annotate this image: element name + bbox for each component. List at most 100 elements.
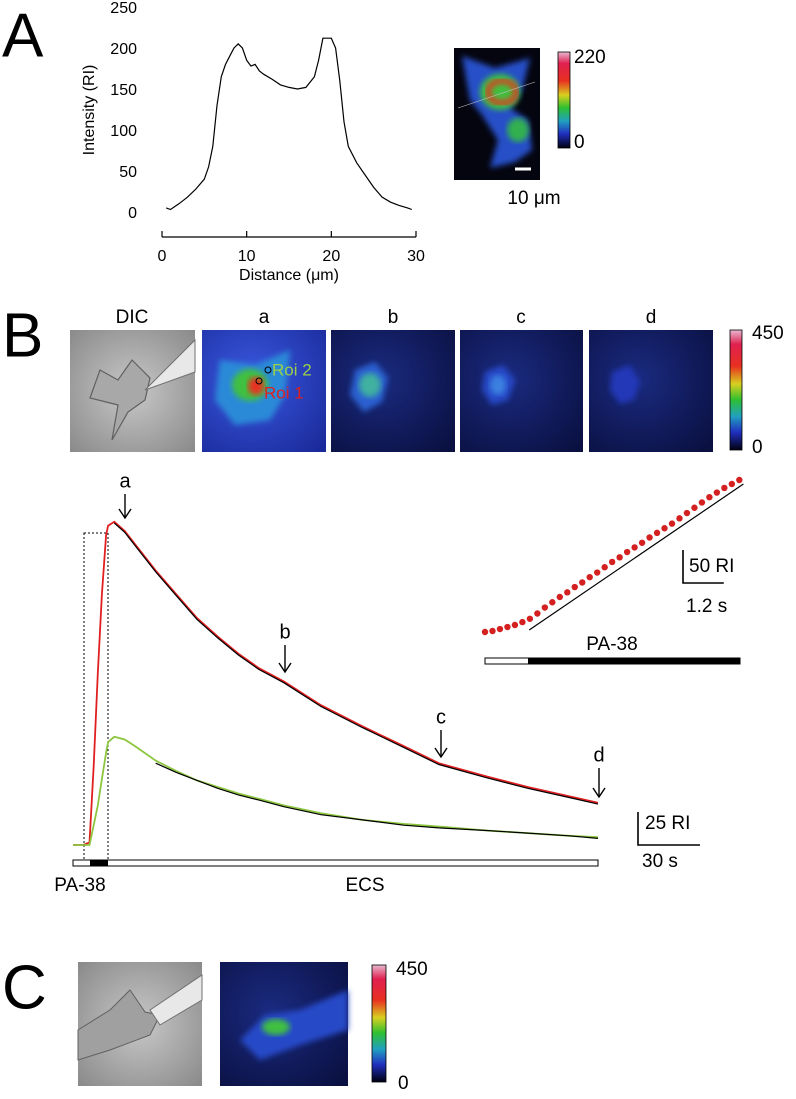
y-tick-label: 200 bbox=[110, 41, 137, 58]
image-label: DIC bbox=[116, 307, 149, 328]
data-point bbox=[646, 534, 653, 541]
data-point bbox=[713, 489, 721, 496]
fluorescence-image bbox=[589, 330, 713, 452]
data-point bbox=[691, 504, 698, 511]
colorbar-max: 450 bbox=[396, 959, 428, 980]
colorbar-min: 0 bbox=[752, 437, 763, 458]
roi-label: Roi 1 bbox=[264, 383, 304, 402]
data-point bbox=[608, 558, 616, 566]
image-label: d bbox=[646, 307, 657, 328]
data-point bbox=[594, 569, 601, 576]
data-point bbox=[601, 564, 608, 571]
data-line bbox=[73, 735, 599, 846]
scale-label: 30 s bbox=[642, 851, 678, 872]
x-tick-label: 30 bbox=[407, 248, 425, 265]
roi-label: Roi 2 bbox=[272, 360, 312, 379]
y-tick-label: 0 bbox=[128, 205, 137, 222]
fluorescence-image bbox=[331, 330, 455, 452]
data-point bbox=[511, 621, 519, 629]
data-point bbox=[564, 589, 571, 596]
colorbar-min: 0 bbox=[398, 1073, 409, 1094]
stimulus-bar bbox=[90, 860, 108, 866]
y-tick-label: 50 bbox=[119, 164, 137, 181]
x-tick-label: 0 bbox=[158, 248, 167, 265]
stimulus-label: ECS bbox=[345, 875, 384, 896]
data-line bbox=[155, 762, 599, 839]
arrow-label: b bbox=[279, 621, 290, 643]
image-label: b bbox=[388, 307, 399, 328]
data-point bbox=[721, 484, 728, 492]
dic-image bbox=[70, 330, 196, 452]
data-point bbox=[631, 544, 638, 551]
panel-label: C bbox=[2, 953, 47, 1022]
data-point bbox=[653, 529, 661, 537]
fluorescence-image bbox=[202, 330, 326, 452]
stimulus-label: PA-38 bbox=[586, 634, 637, 655]
arrow-label: a bbox=[119, 470, 131, 492]
arrow-head bbox=[592, 787, 606, 799]
data-point bbox=[541, 604, 549, 611]
data-line bbox=[73, 520, 599, 846]
data-point bbox=[489, 627, 496, 635]
y-tick-label: 250 bbox=[110, 0, 137, 17]
data-line bbox=[165, 37, 413, 211]
scale-label: 50 RI bbox=[689, 556, 734, 577]
data-point bbox=[571, 583, 578, 591]
data-point bbox=[728, 480, 736, 488]
arrow-label: d bbox=[593, 744, 604, 766]
stimulus-window bbox=[83, 532, 109, 861]
data-point bbox=[519, 618, 526, 626]
data-point bbox=[496, 625, 504, 633]
data-point bbox=[661, 525, 668, 532]
colorbar bbox=[371, 964, 387, 1083]
scale-label: 1.2 s bbox=[686, 596, 727, 617]
data-point bbox=[638, 539, 646, 546]
colorbar-max: 450 bbox=[752, 323, 784, 344]
data-line bbox=[113, 522, 599, 805]
x-tick-label: 20 bbox=[322, 248, 340, 265]
colorbar bbox=[729, 329, 743, 451]
fluorescence-image bbox=[220, 962, 348, 1086]
data-point bbox=[579, 579, 586, 586]
stimulus-label: PA-38 bbox=[54, 875, 105, 896]
scale-bar bbox=[682, 549, 724, 584]
x-axis-label: Distance (μm) bbox=[239, 267, 339, 284]
data-point bbox=[616, 554, 623, 561]
scale-bar bbox=[637, 812, 701, 846]
data-point bbox=[556, 593, 563, 601]
data-point bbox=[526, 615, 534, 622]
data-point bbox=[504, 623, 511, 631]
image-label: a bbox=[259, 307, 270, 328]
colorbar-min: 0 bbox=[574, 132, 585, 153]
arrow-head bbox=[434, 747, 448, 759]
data-point bbox=[676, 515, 683, 522]
y-tick-label: 150 bbox=[110, 82, 137, 99]
panel-label: A bbox=[2, 1, 44, 70]
data-point bbox=[549, 599, 556, 606]
data-point bbox=[668, 520, 676, 527]
colorbar bbox=[557, 51, 571, 149]
data-point bbox=[534, 610, 541, 617]
stimulus-bar bbox=[72, 859, 599, 867]
image-label: c bbox=[516, 307, 526, 328]
fluorescence-image bbox=[460, 330, 583, 452]
data-point bbox=[623, 548, 631, 556]
arrow-label: c bbox=[436, 706, 446, 728]
stimulus-bar bbox=[528, 658, 740, 664]
panel-label: B bbox=[2, 301, 43, 370]
arrow-head bbox=[118, 508, 132, 520]
data-point bbox=[706, 493, 713, 501]
colorbar-max: 220 bbox=[574, 47, 606, 68]
y-axis-label: Intensity (RI) bbox=[81, 65, 98, 156]
y-tick-label: 100 bbox=[110, 123, 137, 140]
arrow-head bbox=[278, 662, 292, 674]
cell-image bbox=[454, 48, 540, 180]
dic-image bbox=[77, 962, 203, 1086]
scale-label: 25 RI bbox=[645, 813, 690, 834]
scale-label: 10 μm bbox=[507, 188, 560, 209]
data-point bbox=[736, 476, 743, 484]
data-point bbox=[481, 628, 489, 636]
data-point bbox=[698, 499, 706, 506]
data-point bbox=[586, 573, 593, 581]
